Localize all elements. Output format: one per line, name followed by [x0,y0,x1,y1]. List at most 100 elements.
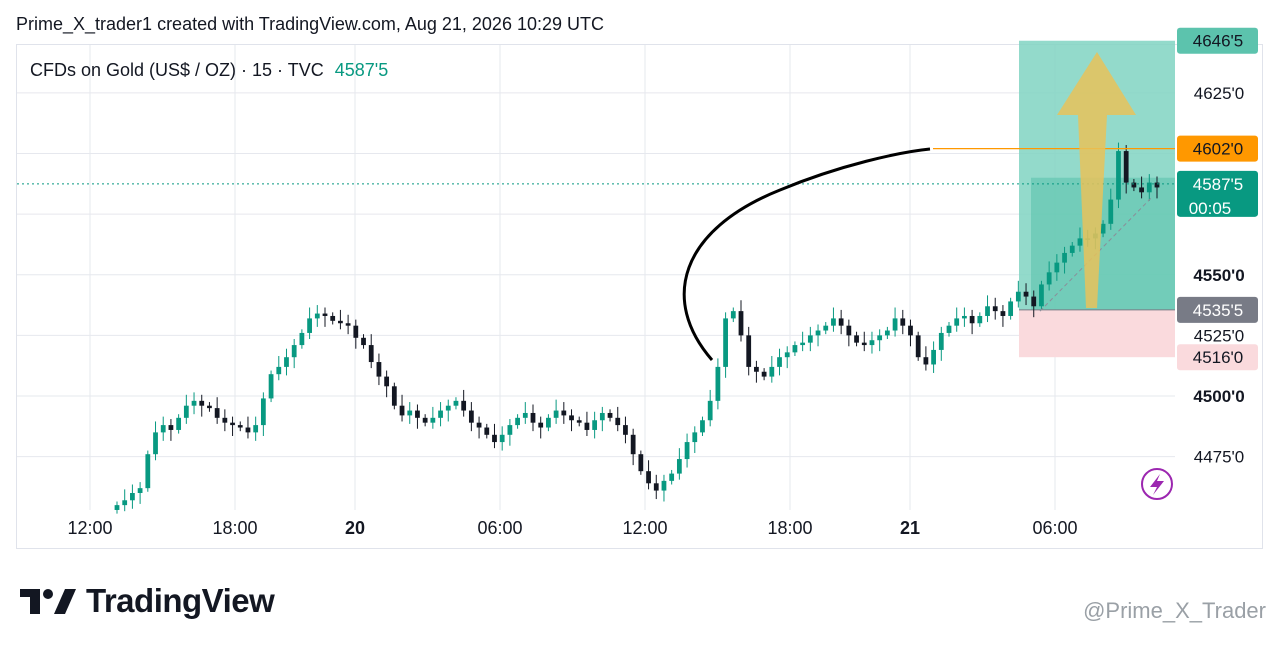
candle-body [908,325,913,336]
time-tick-label: 06:00 [1032,518,1077,538]
candle-body [1008,301,1014,316]
candle-body [676,459,682,474]
candle-body [499,434,505,443]
price-label-orange [1177,135,1258,162]
candle-body [684,442,690,460]
candle-body [1100,223,1106,234]
candle-body [1146,182,1152,193]
stop-zone [1019,309,1175,358]
candle-body [877,335,883,341]
candle-body [268,374,274,399]
price-label-entry [1177,296,1258,323]
candle-body [1062,252,1067,263]
candle-body [615,417,621,426]
candle-body [1116,151,1121,200]
candle-body [114,505,120,510]
candle-body [946,325,952,333]
candle-body [407,410,413,416]
tradingview-brand-text: TradingView [86,582,275,619]
candle-body [985,306,990,316]
candle-body [214,408,220,418]
candle-body [291,345,297,358]
candle-body [176,417,182,430]
candle-body [1000,311,1006,316]
candle-body [553,410,559,418]
candle-body [376,362,382,377]
time-tick-label: 12:00 [67,518,112,538]
candle-body [1039,284,1044,307]
candle-body [1154,182,1160,188]
candle-body [384,376,390,387]
price-label-last-text: 4587'5 [1193,175,1244,194]
candle-body [546,417,551,428]
tradingview-logo[interactable]: TradingView [20,582,275,620]
candle-body [769,366,775,377]
price-label-stop [1177,344,1258,371]
candle-body [561,410,567,416]
candle-body [730,311,736,319]
candle-body [623,425,628,435]
candle-body [438,410,443,418]
author-watermark: @Prime_X_Trader [1083,598,1266,623]
candle-body [784,352,790,358]
candle-body [137,488,143,493]
candle-body [330,315,336,321]
candle-body [630,434,636,455]
time-tick-label: 21 [900,518,920,538]
candle-body [1023,291,1029,297]
profit-progress-zone [1031,177,1175,310]
candle-body [237,425,243,428]
candle-body [746,335,752,367]
candle-body [199,400,205,406]
candle-body [962,315,967,319]
candle-body [468,410,474,423]
candle-body [399,405,405,416]
candle-body [800,342,806,346]
candle-body [931,349,936,365]
candle-body [954,318,960,326]
candle-body [1108,199,1114,224]
candle-body [969,315,975,324]
candle-body [661,480,667,491]
candle-body [522,412,528,418]
time-tick-label: 18:00 [767,518,812,538]
price-tick-label: 4625'0 [1194,84,1245,103]
candle-body [992,306,998,312]
candle-body [415,410,420,418]
candle-body [253,425,259,433]
tradingview-logo-icon [20,589,76,614]
candle-body [569,415,574,421]
candle-body [160,425,166,433]
candle-body [122,500,128,506]
candle-body [854,335,859,343]
chart-drawings [17,52,1175,361]
candle-body [1015,291,1021,302]
candle-body [1046,272,1052,285]
candle-body [492,434,497,443]
candle-body [153,432,158,455]
candle-body [130,493,135,501]
candle-body [723,318,728,367]
candle-body [145,454,151,489]
projection-curve [682,147,931,361]
candle-body [846,325,852,336]
candle-body [1123,151,1129,183]
candle-body [738,311,744,336]
time-axis: 12:00 18:00 20 06:00 12:00 18:00 21 06:00 [67,518,1077,538]
candle-body [884,330,890,336]
candle-body [592,420,598,430]
price-tick-label: 4525'0 [1194,326,1245,345]
candle-body [299,332,305,346]
candle-body [938,332,944,350]
candle-body [700,420,705,433]
candle-body [515,417,520,426]
candle-body [1054,262,1060,273]
candlestick-series [114,142,1160,514]
candle-body [1139,187,1144,193]
candle-body [892,318,898,331]
price-label-stop-text: 4516'0 [1193,348,1244,367]
candle-body [191,400,197,406]
candle-body [915,335,921,358]
candle-body [1077,238,1083,246]
